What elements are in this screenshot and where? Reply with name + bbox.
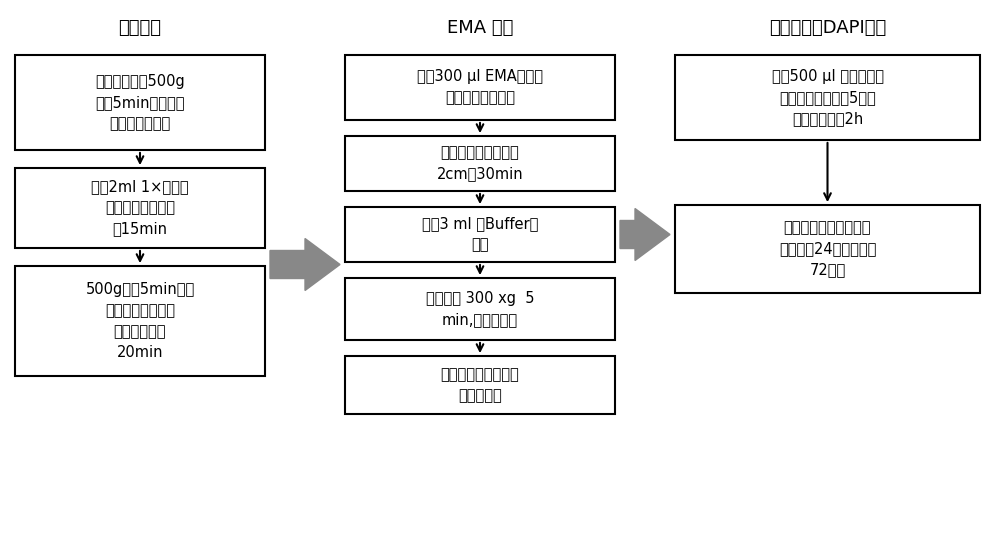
Text: 细胞裂解、DAPI染液: 细胞裂解、DAPI染液 <box>769 19 886 37</box>
Text: 500g离心5min，弃
上清液，收集沉淀
置于冰上放置
20min: 500g离心5min，弃 上清液，收集沉淀 置于冰上放置 20min <box>85 282 195 360</box>
Bar <box>345 136 615 191</box>
Bar <box>15 55 265 150</box>
Bar <box>345 55 615 120</box>
Text: 细胞收获: 细胞收获 <box>119 19 162 37</box>
Text: 加入3 ml 冰Buffer后
避光: 加入3 ml 冰Buffer后 避光 <box>422 216 538 252</box>
Bar <box>345 207 615 262</box>
Text: 避光至分析细胞，细胞
可在室温24小时或冷藏
72小时: 避光至分析细胞，细胞 可在室温24小时或冷藏 72小时 <box>779 221 876 278</box>
Text: 轻柔重悬细胞，立刻
进入下一步: 轻柔重悬细胞，立刻 进入下一步 <box>441 367 519 403</box>
Bar <box>345 356 615 414</box>
Polygon shape <box>620 209 670 260</box>
Text: 全血培养物，500g
离心5min，弃上清
液，收集沉淀，: 全血培养物，500g 离心5min，弃上清 液，收集沉淀， <box>95 74 185 131</box>
Bar <box>345 278 615 340</box>
Polygon shape <box>270 238 340 291</box>
Bar <box>675 205 980 293</box>
Text: 每管300 μl EMA溶液，
轻轻颠倒充分混匀: 每管300 μl EMA溶液， 轻轻颠倒充分混匀 <box>417 69 543 105</box>
Text: 加入2ml 1×溶血素
充分混匀，常温裂
解15min: 加入2ml 1×溶血素 充分混匀，常温裂 解15min <box>91 180 189 237</box>
Bar <box>15 168 265 248</box>
Bar <box>675 55 980 140</box>
Bar <box>15 266 265 376</box>
Text: 置于试管架埋入冰中
2cm，30min: 置于试管架埋入冰中 2cm，30min <box>437 145 523 181</box>
Text: 加入500 μl 裂解液立刻
涡旋从低速到中速5秒，
室温避光孵育2h: 加入500 μl 裂解液立刻 涡旋从低速到中速5秒， 室温避光孵育2h <box>772 69 884 126</box>
Text: 避光离心 300 xg  5
min,慢轻弃上清: 避光离心 300 xg 5 min,慢轻弃上清 <box>426 291 534 327</box>
Text: EMA 染色: EMA 染色 <box>447 19 513 37</box>
